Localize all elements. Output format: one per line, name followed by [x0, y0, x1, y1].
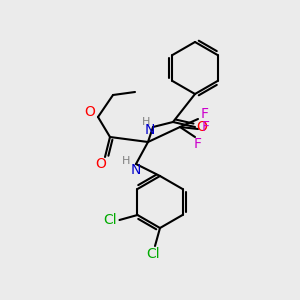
Text: F: F [202, 120, 210, 134]
Text: H: H [122, 156, 130, 166]
Text: Cl: Cl [104, 213, 117, 227]
Text: Cl: Cl [146, 247, 160, 261]
Text: O: O [85, 105, 95, 119]
Text: F: F [194, 137, 202, 151]
Text: N: N [131, 163, 141, 177]
Text: N: N [145, 123, 155, 137]
Text: F: F [201, 107, 209, 121]
Text: O: O [96, 157, 106, 171]
Text: H: H [142, 117, 150, 127]
Text: O: O [196, 120, 207, 134]
